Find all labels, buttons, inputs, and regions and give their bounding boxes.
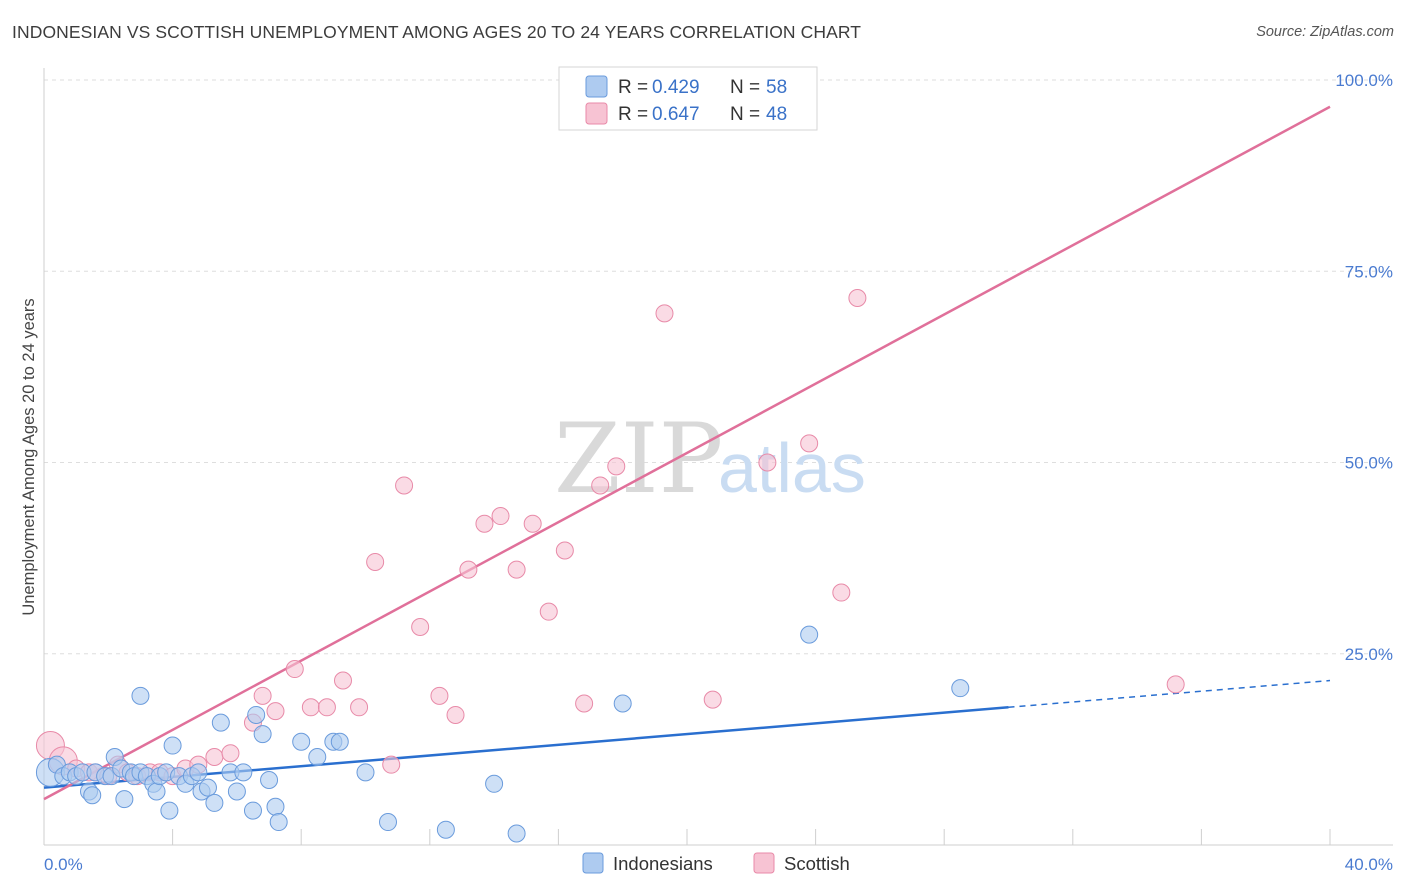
scottish-trend-line (43, 105, 1331, 801)
scottish-point (350, 698, 369, 717)
indonesians-point (292, 732, 311, 751)
scottish-point (1166, 675, 1185, 694)
y-tick-label: 75.0% (1345, 262, 1393, 281)
legend-n-value-scottish: 48 (766, 104, 787, 125)
indonesians-point (507, 824, 526, 843)
indonesians-point (198, 778, 217, 797)
indonesians-point (800, 625, 819, 644)
bottom-legend-label-scottish: Scottish (784, 853, 850, 874)
scottish-point (607, 457, 626, 476)
scottish-point (848, 289, 867, 308)
scottish-point (800, 434, 819, 453)
indonesians-point (485, 774, 504, 793)
source-label: Source: ZipAtlas.com (1256, 24, 1394, 40)
trend-layer (43, 105, 1331, 801)
indonesians-point (356, 763, 375, 782)
indonesians-point (234, 763, 253, 782)
scottish-point (832, 583, 851, 602)
watermark-atlas: atlas (718, 429, 866, 507)
indonesians-point (260, 770, 279, 789)
scottish-point (575, 694, 594, 713)
y-tick-label: 25.0% (1345, 645, 1393, 664)
indonesians-point (379, 813, 398, 832)
scottish-point (395, 476, 414, 495)
legend-r-value-scottish: 0.647 (652, 104, 700, 125)
scottish-point (285, 660, 304, 679)
indonesians-point (308, 748, 327, 767)
legend-r-value-indonesians: 0.429 (652, 77, 700, 98)
scottish-point (459, 560, 478, 579)
scottish-point (301, 698, 320, 717)
indonesians-point (160, 801, 179, 820)
scottish-point (266, 702, 285, 721)
bottom-legend-swatch-scottish (753, 852, 775, 874)
axes-layer (43, 68, 1393, 846)
legend: R = 0.429 N = 58 R = 0.647 N = 48 (558, 66, 818, 131)
chart-title: INDONESIAN VS SCOTTISH UNEMPLOYMENT AMON… (12, 22, 862, 42)
scottish-point (507, 560, 526, 579)
scottish-point (446, 705, 465, 724)
watermark-zip: ZIP (554, 403, 723, 515)
indonesians-point (205, 793, 224, 812)
legend-r-label-indonesians: R = (618, 77, 648, 98)
indonesians-point (269, 813, 288, 832)
indonesians-point (253, 725, 272, 744)
scottish-point (382, 755, 401, 774)
legend-n-value-indonesians: 58 (766, 77, 787, 98)
grid-layer (44, 79, 1393, 655)
scottish-point (411, 617, 430, 636)
points-layer (35, 71, 1185, 843)
scottish-point (523, 514, 542, 533)
x-tick-label: 0.0% (44, 855, 83, 874)
legend-n-label-scottish: N = (730, 104, 760, 125)
indonesians-point (613, 694, 632, 713)
indonesians-point (211, 713, 230, 732)
indonesians-point (227, 782, 246, 801)
scottish-point (366, 552, 385, 571)
bottom-legend-swatch-indonesians (582, 852, 604, 874)
scottish-point (758, 453, 777, 472)
indonesians-point (189, 763, 208, 782)
scottish-point (655, 304, 674, 323)
scottish-point (221, 744, 240, 763)
legend-swatch-indonesians (585, 75, 608, 98)
indonesians-point (115, 790, 134, 809)
indonesians-point (243, 801, 262, 820)
indonesians-point (131, 686, 150, 705)
indonesians-point (436, 820, 455, 839)
scottish-point (591, 476, 610, 495)
indonesians-point (266, 797, 285, 816)
y-tick-label: 50.0% (1345, 454, 1393, 473)
indonesians-point (163, 736, 182, 755)
legend-swatch-scottish (585, 102, 608, 125)
y-axis-label: Unemployment Among Ages 20 to 24 years (20, 298, 38, 615)
legend-n-label-indonesians: N = (730, 77, 760, 98)
scottish-point (205, 748, 224, 767)
bottom-legend: Indonesians Scottish (582, 852, 850, 874)
indonesians-point (247, 705, 266, 724)
tick-labels: 25.0% 50.0% 75.0% 100.0% 0.0% 40.0% (44, 71, 1393, 874)
x-tick-label: 40.0% (1345, 855, 1393, 874)
legend-r-label-scottish: R = (618, 104, 648, 125)
indonesians-point (951, 679, 970, 698)
scottish-point (333, 671, 352, 690)
bottom-legend-label-indonesians: Indonesians (613, 853, 713, 874)
indonesians-point (83, 786, 102, 805)
scottish-point (317, 698, 336, 717)
scottish-point (703, 690, 722, 709)
indonesians-point (330, 732, 349, 751)
scottish-point (475, 514, 494, 533)
scottish-point (491, 507, 510, 526)
scottish-point (539, 602, 558, 621)
y-tick-label: 100.0% (1335, 71, 1393, 90)
scottish-point (430, 686, 449, 705)
indonesians-point (147, 782, 166, 801)
scottish-point (555, 541, 574, 560)
scottish-point (253, 686, 272, 705)
indonesians-trend-extension (1008, 679, 1331, 709)
